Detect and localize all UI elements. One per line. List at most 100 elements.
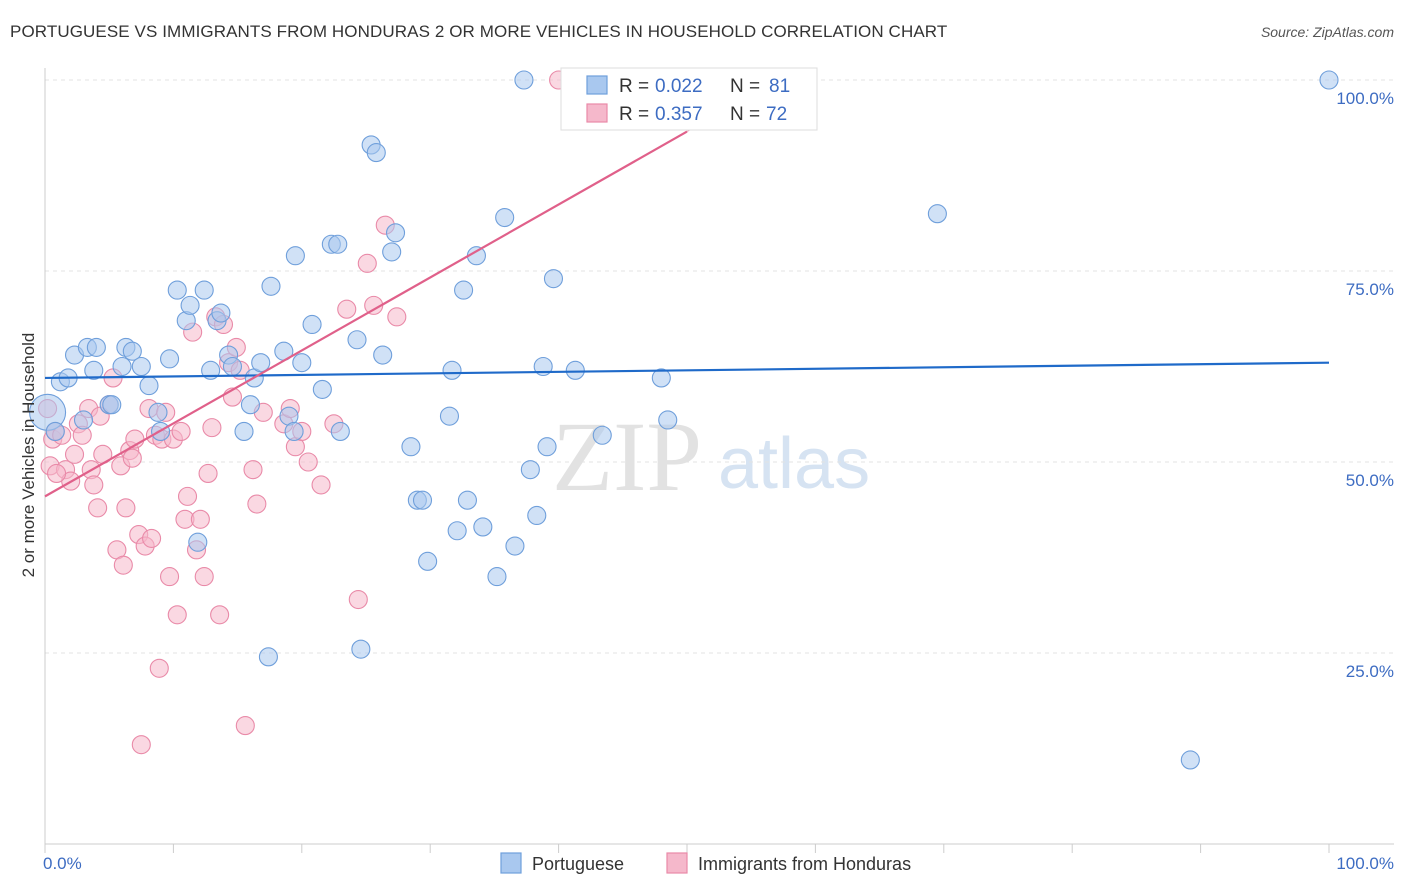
honduras-point	[190, 509, 210, 529]
portuguese-point	[927, 204, 947, 224]
portuguese-point	[285, 246, 305, 266]
bottom-legend-swatch-honduras	[666, 852, 688, 874]
portuguese-point	[495, 207, 515, 228]
portuguese-point	[347, 330, 367, 350]
legend-n-value-2: 72	[766, 104, 787, 125]
honduras-point	[116, 498, 136, 518]
legend-n-value-1: 81	[769, 76, 790, 97]
bottom-legend-swatch-portuguese	[500, 852, 522, 874]
portuguese-point	[543, 269, 564, 289]
honduras-point	[167, 605, 187, 625]
series-legend: Portuguese Immigrants from Honduras	[500, 852, 911, 874]
portuguese-point	[401, 437, 421, 457]
portuguese-point	[201, 360, 221, 380]
portuguese-point	[112, 356, 132, 377]
portuguese-point	[258, 647, 278, 667]
portuguese-point	[351, 639, 371, 659]
honduras-point	[159, 567, 180, 587]
portuguese-point	[131, 356, 151, 377]
bottom-legend-portuguese: Portuguese	[532, 854, 624, 874]
portuguese-point	[251, 353, 271, 373]
portuguese-point	[457, 490, 477, 510]
portuguese-point	[565, 360, 585, 380]
honduras-point	[198, 463, 218, 484]
source-credit: Source: ZipAtlas.com	[1260, 24, 1394, 40]
portuguese-point	[240, 395, 260, 415]
portuguese-point	[234, 421, 254, 441]
portuguese-point	[102, 395, 122, 415]
legend-swatch-honduras	[586, 103, 608, 123]
portuguese-point	[84, 360, 104, 380]
bottom-legend-honduras: Immigrants from Honduras	[698, 854, 911, 874]
portuguese-point	[261, 276, 281, 296]
portuguese-point	[148, 402, 168, 422]
axes	[44, 68, 1394, 853]
honduras-point	[348, 589, 368, 610]
honduras-point	[247, 494, 267, 514]
honduras-point	[311, 475, 331, 495]
portuguese-point	[651, 368, 671, 388]
stats-legend: R = 0.022 N = 81 R = 0.357 N = 72	[560, 67, 818, 131]
trend-lines	[44, 79, 1330, 498]
portuguese-point	[592, 425, 612, 445]
y-axis-title: 2 or more Vehicles in Household	[19, 333, 38, 578]
portuguese-point	[86, 337, 106, 357]
honduras-points	[38, 70, 569, 755]
portuguese-point	[180, 295, 200, 315]
honduras-point	[202, 418, 222, 438]
portuguese-point	[439, 406, 460, 426]
portuguese-point	[418, 551, 438, 571]
portuguese-point	[1319, 70, 1339, 90]
honduras-point	[171, 421, 191, 441]
legend-swatch-portuguese	[586, 75, 608, 95]
honduras-point	[88, 498, 108, 518]
honduras-point	[64, 444, 85, 464]
honduras-point	[243, 460, 263, 480]
portuguese-point	[312, 379, 332, 399]
legend-n-label-1: N =	[730, 76, 760, 97]
y-tick-label-25: 25.0%	[1346, 662, 1394, 681]
legend-r-value-1: 0.022	[655, 76, 703, 97]
y-tick-label-50: 50.0%	[1346, 471, 1394, 490]
portuguese-point	[122, 341, 142, 361]
portuguese-point	[366, 143, 386, 163]
honduras-point	[298, 452, 318, 472]
portuguese-point	[330, 421, 350, 441]
honduras-point	[357, 253, 377, 273]
portuguese-point	[284, 421, 304, 441]
portuguese-point	[302, 314, 322, 335]
portuguese-point	[514, 70, 534, 90]
portuguese-point	[292, 353, 312, 373]
honduras-point	[113, 555, 133, 575]
honduras-point	[387, 307, 407, 327]
portuguese-point	[211, 303, 231, 323]
honduras-point	[47, 463, 67, 484]
portuguese-point	[159, 349, 180, 369]
portuguese-point	[167, 280, 187, 300]
honduras-point	[131, 735, 151, 755]
portuguese-point	[1180, 750, 1200, 770]
portuguese-point	[45, 421, 65, 441]
portuguese-point	[473, 517, 493, 537]
honduras-point	[235, 716, 255, 736]
portuguese-point	[487, 567, 507, 587]
portuguese-point	[447, 521, 467, 541]
chart-title: PORTUGUESE VS IMMIGRANTS FROM HONDURAS 2…	[10, 22, 948, 41]
portuguese-point	[222, 356, 243, 377]
honduras-point	[194, 567, 214, 587]
portuguese-point	[194, 280, 214, 300]
honduras-point	[122, 448, 142, 468]
portuguese-point	[73, 410, 94, 430]
portuguese-point	[537, 437, 557, 457]
honduras-point	[84, 475, 104, 495]
honduras-trend-line	[44, 130, 688, 498]
portuguese-point	[505, 536, 525, 556]
portuguese-point	[373, 345, 393, 365]
portuguese-point	[382, 242, 402, 262]
x-tick-label-min: 0.0%	[43, 854, 82, 873]
watermark-atlas: atlas	[718, 424, 870, 504]
legend-r-label-2: R =	[619, 104, 649, 125]
legend-r-value-2: 0.357	[655, 104, 703, 125]
portuguese-point	[412, 490, 433, 510]
